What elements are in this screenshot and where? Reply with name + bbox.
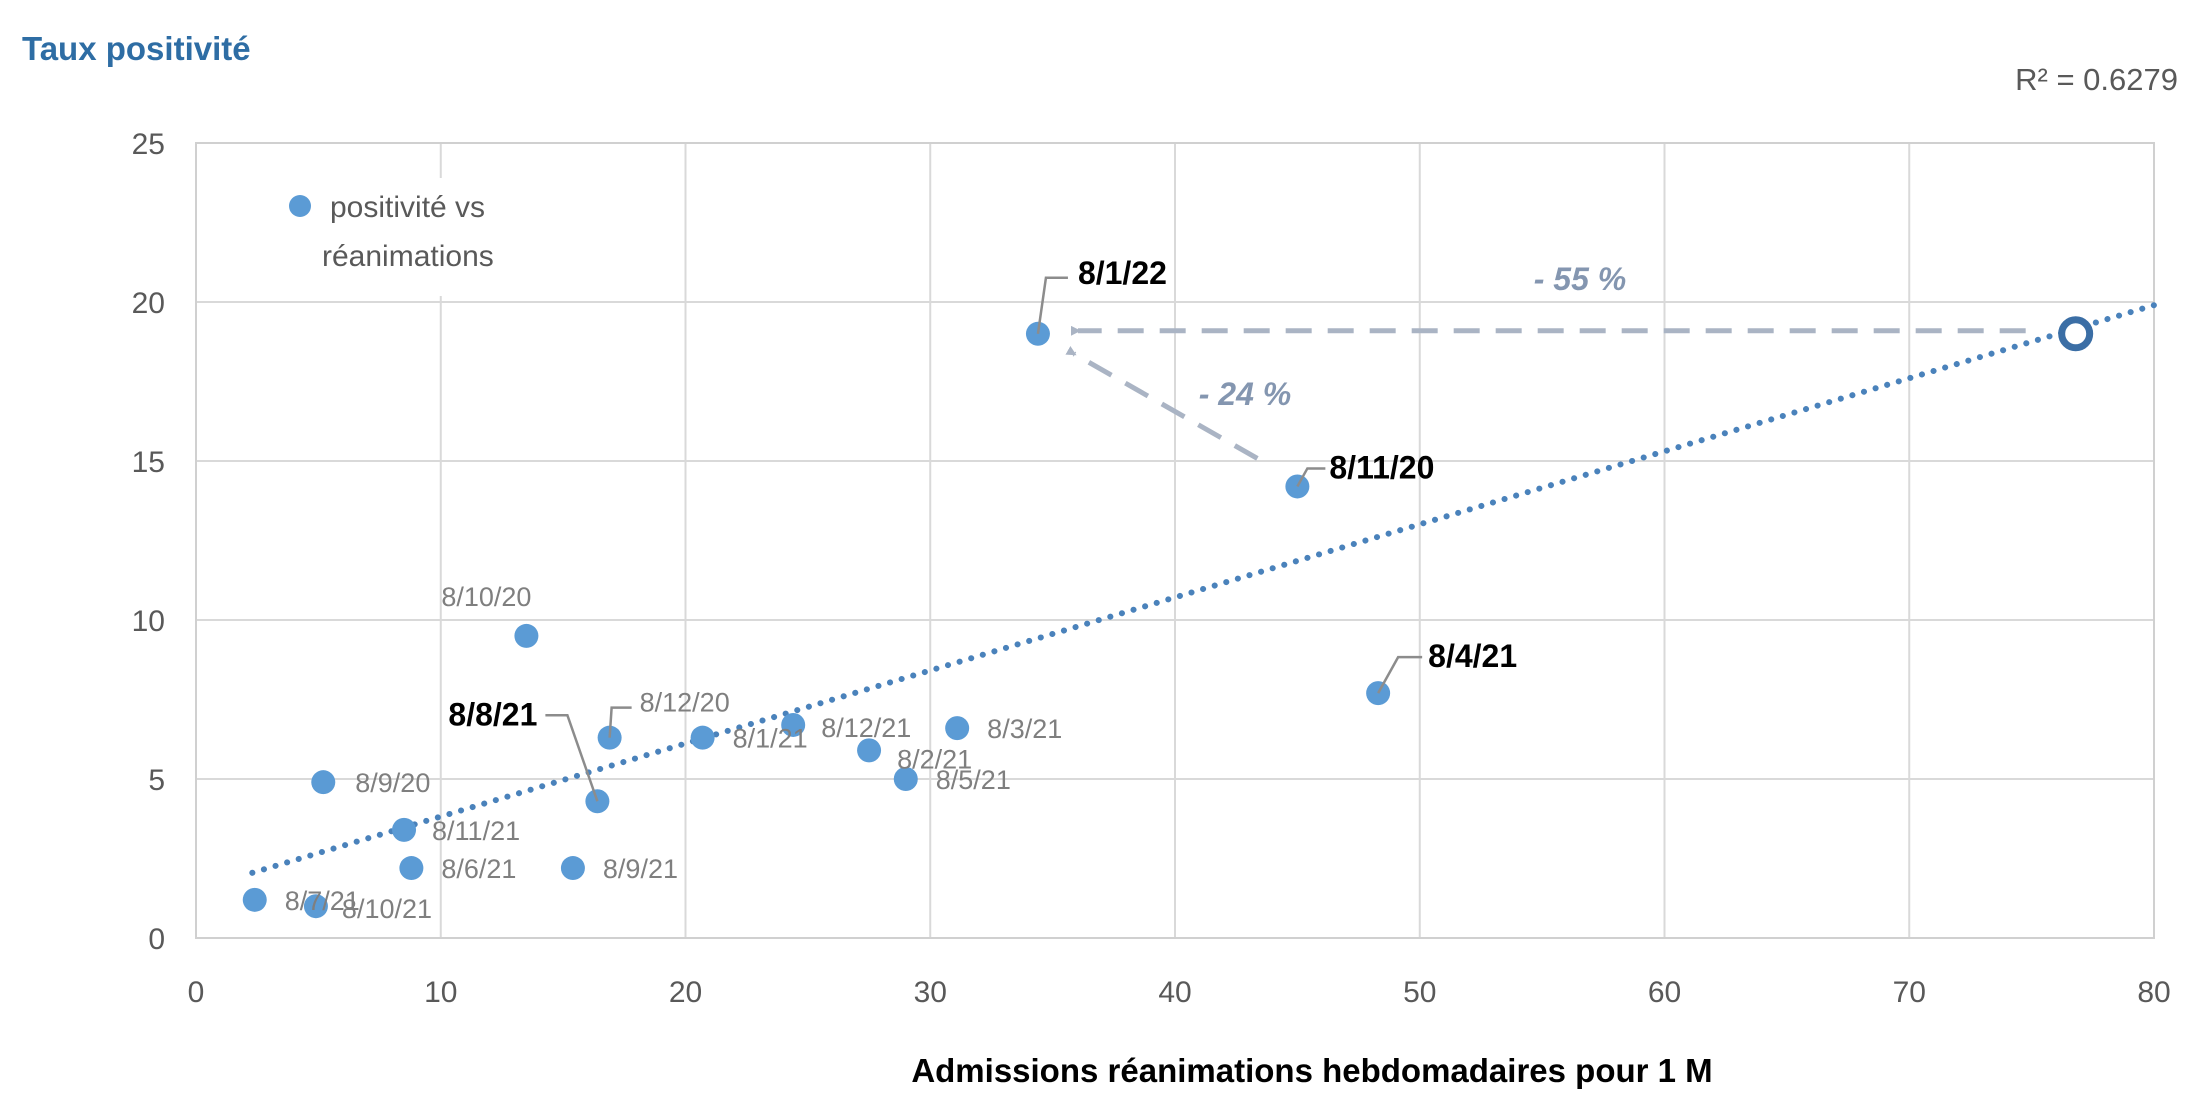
plot-frame <box>195 142 2155 939</box>
data-point <box>392 817 417 842</box>
data-label: 8/5/21 <box>936 765 1011 795</box>
data-point <box>560 856 585 881</box>
arrow-minus-24 <box>1065 345 1259 461</box>
data-point <box>311 770 336 795</box>
data-label: 8/2/21 <box>897 744 972 774</box>
y-tick-label: 15 <box>132 446 165 479</box>
r-squared-label: R² = 0.6279 <box>2015 62 2178 97</box>
data-point <box>399 856 424 881</box>
y-tick-label: 0 <box>148 923 165 956</box>
annotation-minus-55: - 55 % <box>1534 261 1626 297</box>
annotation-layer: - 55 % - 24 % <box>1065 261 2094 461</box>
x-tick-label: 40 <box>1158 976 1191 1009</box>
x-tick-label: 10 <box>424 976 457 1009</box>
data-label: 8/8/21 <box>448 696 537 732</box>
data-label: 8/7/21 <box>285 886 360 916</box>
x-tick-label: 60 <box>1648 976 1681 1009</box>
data-points <box>242 321 1391 919</box>
legend-marker <box>289 195 311 217</box>
data-labels: 8/9/208/10/208/11/208/12/208/1/218/2/218… <box>285 255 1517 924</box>
y-axis-ticks: 0 5 10 15 20 25 <box>132 128 165 956</box>
x-axis-ticks: 0 10 20 30 40 50 60 70 80 <box>188 976 2171 1009</box>
trendline <box>249 302 2157 876</box>
data-point <box>945 716 970 741</box>
x-tick-label: 30 <box>914 976 947 1009</box>
label-leader-line <box>1036 276 1068 334</box>
data-label: 8/1/21 <box>733 724 808 754</box>
reference-open-circle <box>2058 316 2094 352</box>
data-label: 8/11/20 <box>1329 449 1434 485</box>
y-tick-label: 10 <box>132 605 165 638</box>
data-label: 8/10/20 <box>441 582 531 612</box>
data-label: 8/12/21 <box>821 713 911 743</box>
annotation-minus-24: - 24 % <box>1199 376 1291 412</box>
data-point <box>857 738 882 763</box>
data-label: 8/6/21 <box>441 854 516 884</box>
legend-box <box>262 178 592 296</box>
label-leader-line <box>1377 655 1423 694</box>
legend: positivité vs réanimations <box>262 178 592 296</box>
data-label: 8/11/21 <box>432 816 520 846</box>
label-leader-line <box>545 714 599 802</box>
data-label: 8/3/21 <box>987 714 1062 744</box>
data-label: 8/1/22 <box>1078 255 1167 291</box>
data-point <box>690 725 715 750</box>
data-label: 8/9/21 <box>603 854 678 884</box>
legend-label-line1: positivité vs <box>330 191 485 224</box>
trendline-layer <box>249 302 2157 876</box>
x-axis-title: Admissions réanimations hebdomadaires po… <box>911 1052 1712 1089</box>
data-point <box>242 887 267 912</box>
x-tick-label: 0 <box>188 976 205 1009</box>
y-axis-title: Taux positivité <box>22 30 251 67</box>
data-point <box>514 623 539 648</box>
data-point <box>303 894 328 919</box>
data-label: 8/9/20 <box>355 768 430 798</box>
y-tick-label: 5 <box>148 764 165 797</box>
x-tick-label: 80 <box>2137 976 2170 1009</box>
data-label: 8/4/21 <box>1428 638 1517 674</box>
x-tick-label: 20 <box>669 976 702 1009</box>
x-tick-label: 50 <box>1403 976 1436 1009</box>
data-label: 8/10/21 <box>342 894 432 924</box>
data-label: 8/12/20 <box>640 688 730 718</box>
legend-label-line2: réanimations <box>322 240 494 273</box>
y-tick-label: 20 <box>132 287 165 320</box>
x-tick-label: 70 <box>1893 976 1926 1009</box>
label-leader-line <box>608 706 632 738</box>
label-leader-line <box>1296 467 1326 488</box>
data-point <box>781 712 806 737</box>
data-point <box>893 767 918 791</box>
y-tick-label: 25 <box>132 128 165 161</box>
